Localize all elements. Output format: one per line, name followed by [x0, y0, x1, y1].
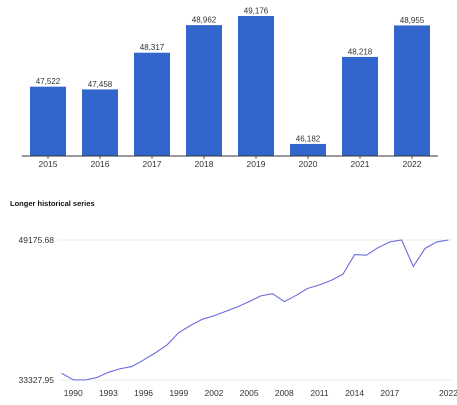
- bar-value-label: 47,458: [88, 80, 113, 89]
- bar-value-label: 48,317: [140, 43, 165, 52]
- x-tick-label: 2011: [310, 388, 329, 398]
- bar-value-label: 48,218: [348, 47, 373, 56]
- y-tick-label: 33327.95: [19, 375, 55, 385]
- x-tick-label: 2022: [439, 388, 457, 398]
- x-tick-label: 2002: [204, 388, 223, 398]
- bar-2018: [186, 25, 222, 157]
- section-title: Longer historical series: [10, 199, 95, 208]
- x-tick-label: 1996: [134, 388, 153, 398]
- x-tick-label: 2019: [247, 159, 266, 169]
- series-line: [61, 239, 449, 381]
- bar-value-label: 49,176: [244, 7, 269, 16]
- bar-value-label: 48,962: [192, 16, 217, 25]
- x-tick-label: 2022: [403, 159, 422, 169]
- x-tick-label: 2008: [275, 388, 294, 398]
- bar-2015: [30, 86, 66, 156]
- x-tick-label: 2018: [195, 159, 214, 169]
- bar-2017: [134, 52, 170, 157]
- bar-2016: [82, 89, 118, 156]
- x-tick-label: 1999: [169, 388, 188, 398]
- bar-2021: [342, 56, 378, 156]
- x-tick-label: 2021: [351, 159, 370, 169]
- bar-2019: [238, 16, 274, 156]
- bar-value-label: 46,182: [296, 134, 321, 143]
- x-tick-label: 2020: [299, 159, 318, 169]
- bar-value-label: 47,522: [36, 77, 61, 86]
- bar-chart: 47,522 2015 47,458 2016 48,317 2017 48,962 2018…: [22, 7, 438, 169]
- y-tick-label: 49175.68: [19, 235, 55, 245]
- x-tick-label: 2014: [345, 388, 364, 398]
- bar-value-label: 48,955: [400, 16, 425, 25]
- line-chart: 49175.68 33327.95 1990 1993 1996 1999 2002 2005…: [19, 235, 457, 398]
- bar-2022: [394, 25, 430, 157]
- x-tick-label: 2015: [39, 159, 58, 169]
- x-tick-label: 1993: [99, 388, 118, 398]
- x-tick-label: 2017: [380, 388, 399, 398]
- bar-2020: [290, 143, 326, 156]
- x-tick-label: 2005: [240, 388, 259, 398]
- x-tick-label: 2017: [143, 159, 162, 169]
- x-tick-label: 2016: [91, 159, 110, 169]
- x-tick-label: 1990: [64, 388, 83, 398]
